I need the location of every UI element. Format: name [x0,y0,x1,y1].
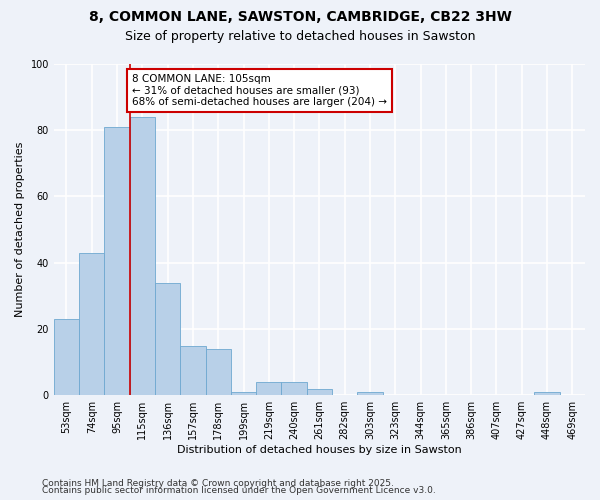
Bar [231,392,256,395]
Bar [79,253,104,395]
Text: 8, COMMON LANE, SAWSTON, CAMBRIDGE, CB22 3HW: 8, COMMON LANE, SAWSTON, CAMBRIDGE, CB22… [89,10,511,24]
Bar [281,382,307,395]
Bar [535,392,560,395]
Y-axis label: Number of detached properties: Number of detached properties [15,142,25,318]
Bar [130,117,155,395]
Text: 8 COMMON LANE: 105sqm
← 31% of detached houses are smaller (93)
68% of semi-deta: 8 COMMON LANE: 105sqm ← 31% of detached … [132,74,387,107]
Bar [104,127,130,395]
Bar [358,392,383,395]
Text: Size of property relative to detached houses in Sawston: Size of property relative to detached ho… [125,30,475,43]
Bar [155,282,180,395]
Bar [307,388,332,395]
Bar [180,346,206,395]
Text: Contains public sector information licensed under the Open Government Licence v3: Contains public sector information licen… [42,486,436,495]
Text: Contains HM Land Registry data © Crown copyright and database right 2025.: Contains HM Land Registry data © Crown c… [42,478,394,488]
Bar [206,349,231,395]
X-axis label: Distribution of detached houses by size in Sawston: Distribution of detached houses by size … [177,445,462,455]
Bar [54,319,79,395]
Bar [256,382,281,395]
